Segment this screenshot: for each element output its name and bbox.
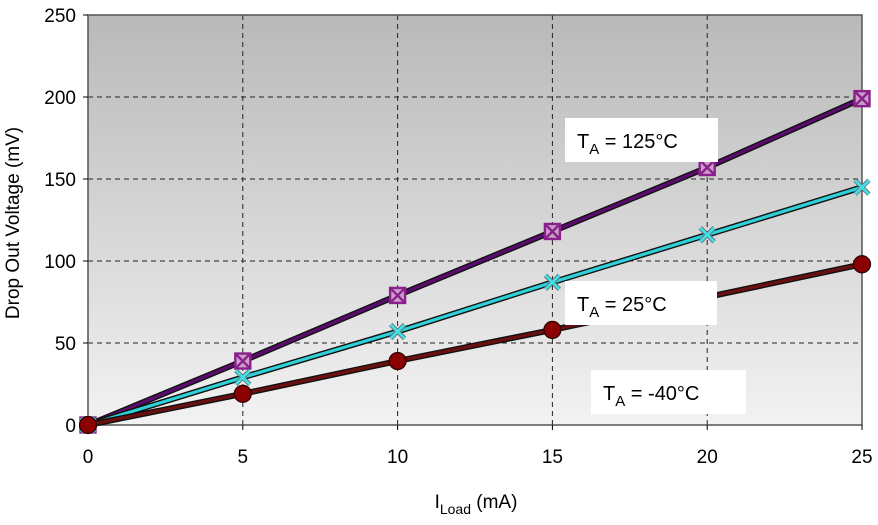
marker-circle (78, 415, 98, 435)
x-tick-label: 20 (697, 447, 718, 468)
annotation-text: TA = -40°C (603, 383, 699, 410)
annotation-text: TA = 25°C (577, 294, 667, 321)
y-tick-label: 150 (44, 170, 76, 191)
marker-x (698, 159, 716, 176)
marker-x (234, 352, 252, 370)
marker-circle (543, 320, 562, 339)
marker-x (389, 287, 406, 304)
marker-x (544, 274, 561, 291)
data-point (698, 158, 716, 177)
x-tick-label: 15 (542, 447, 563, 468)
x-axis-label: ILoad (mA) (435, 492, 518, 517)
series-line (87, 185, 863, 427)
x-axis-ticks: 0 5 10 15 20 25 (83, 425, 873, 468)
marker-circle (233, 384, 252, 403)
series-line (87, 262, 863, 427)
y-tick-label: 250 (44, 6, 76, 27)
series-layer (78, 89, 872, 435)
data-point (78, 415, 98, 435)
annotation-box (591, 370, 746, 414)
marker-x (853, 90, 871, 107)
y-tick-label: 50 (55, 334, 76, 355)
y-axis-label: Drop Out Voltage (mV) (3, 127, 24, 319)
data-point (852, 255, 872, 274)
data-point (388, 286, 407, 305)
annotation-2: TA = -40°C (591, 370, 746, 414)
marker-x (854, 179, 870, 196)
x-tick-label: 0 (83, 447, 94, 468)
annotations: TA = 125°C TA = 25°C TA = -40°C (565, 118, 746, 414)
plot-area (88, 15, 862, 425)
marker-x (544, 223, 561, 240)
series-line (87, 97, 863, 427)
annotation-box (565, 118, 718, 162)
marker-circle (852, 255, 872, 274)
data-point (234, 352, 252, 370)
x-tick-label: 10 (387, 447, 408, 468)
data-point (233, 384, 252, 403)
annotation-1: TA = 25°C (565, 281, 717, 325)
x-tick-label: 5 (238, 447, 249, 468)
y-tick-label: 100 (44, 252, 76, 273)
data-point (543, 273, 561, 291)
plot-frame (87, 14, 863, 426)
y-axis-ticks: 0 50 100 150 200 250 (44, 6, 88, 437)
marker-x (234, 369, 251, 386)
data-point (543, 222, 562, 241)
annotation-text: TA = 125°C (577, 131, 678, 158)
y-tick-label: 0 (65, 416, 76, 437)
data-point (234, 368, 252, 387)
data-point (698, 226, 716, 244)
marker-x (699, 226, 716, 243)
data-point (388, 351, 407, 371)
data-point (543, 320, 562, 339)
x-tick-label: 25 (851, 447, 872, 468)
annotation-box (565, 281, 717, 325)
data-point (853, 178, 871, 196)
marker-x (389, 323, 406, 340)
data-point (389, 322, 407, 341)
series-1 (79, 178, 871, 434)
y-tick-label: 200 (44, 88, 76, 109)
marker-circle (388, 351, 407, 371)
annotation-0: TA = 125°C (565, 118, 718, 162)
data-point (853, 89, 871, 108)
